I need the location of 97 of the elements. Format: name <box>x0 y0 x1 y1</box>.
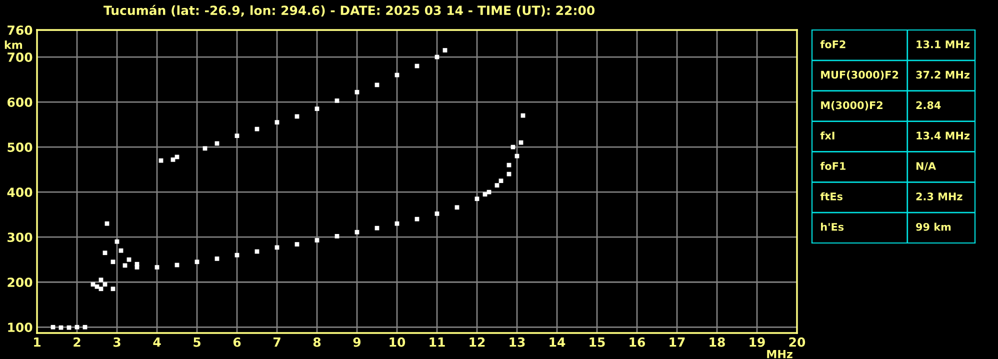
x-tick-label: 2 <box>74 337 80 347</box>
point <box>294 242 300 246</box>
x-tick-label: 15 <box>590 338 605 347</box>
chart-title: Tucumán (lat: -26.9, lon: 294.6) - DATE: 2025 03 14 - TIME (UT): 22:00 <box>104 4 595 17</box>
point <box>274 120 280 124</box>
text: h'Es <box>821 222 844 231</box>
y-tick-label: 760 <box>8 25 32 35</box>
y-tick-label: 500 <box>8 142 32 152</box>
text: ftEs <box>820 192 842 200</box>
text: 13.4 MHz <box>916 132 970 140</box>
text: N/A <box>916 162 936 171</box>
point <box>354 230 360 234</box>
point <box>334 234 340 238</box>
point <box>154 265 160 270</box>
y-axis-title: km <box>4 40 22 49</box>
point <box>494 183 500 188</box>
point <box>374 82 380 88</box>
point <box>104 221 110 226</box>
point <box>126 257 132 262</box>
point <box>474 196 480 202</box>
text: 2.84 <box>916 101 941 110</box>
point <box>442 48 448 52</box>
text: 2.3 MHz <box>916 192 962 200</box>
x-tick-label: 10 <box>390 337 406 347</box>
text: 37.2 MHz <box>916 70 970 79</box>
x-tick-label: 11 <box>430 338 445 347</box>
point <box>90 282 96 287</box>
text: fxI <box>820 131 834 140</box>
point <box>414 216 420 222</box>
x-tick-label: 17 <box>670 338 685 347</box>
point <box>214 256 220 261</box>
point <box>374 226 380 230</box>
x-tick-label: 6 <box>233 337 241 347</box>
x-tick-label: 5 <box>194 338 200 347</box>
text: MUF(3000)F2 <box>821 70 898 80</box>
point <box>102 250 108 256</box>
x-tick-label: 9 <box>353 337 361 347</box>
point <box>98 278 104 282</box>
point <box>334 98 340 103</box>
point <box>486 190 492 194</box>
point <box>314 238 320 242</box>
point <box>170 157 176 162</box>
x-tick-label: 13 <box>510 337 525 347</box>
point <box>506 172 512 176</box>
point <box>98 286 104 292</box>
point <box>234 252 240 258</box>
point <box>82 324 88 330</box>
point <box>110 260 116 264</box>
y-tick-label: 700 <box>8 52 32 62</box>
point <box>514 154 520 158</box>
x-tick-label: 12 <box>470 337 485 347</box>
x-tick-label: 19 <box>750 337 765 347</box>
text: foF1 <box>820 162 846 170</box>
x-tick-label: 1 <box>34 338 40 347</box>
x-tick-label: 8 <box>313 337 321 347</box>
point <box>510 144 516 150</box>
point <box>434 211 440 216</box>
point <box>158 158 164 163</box>
y-tick-label: 300 <box>8 232 32 242</box>
point <box>202 146 208 151</box>
point <box>394 221 400 226</box>
text: M(3000)F2 <box>821 101 882 110</box>
x-tick-label: 20 <box>789 337 806 347</box>
point <box>194 260 200 264</box>
point <box>58 325 64 330</box>
point <box>454 205 460 210</box>
x-axis-title: MHz <box>767 350 792 358</box>
y-tick-label: 600 <box>8 98 32 107</box>
point <box>354 90 360 94</box>
x-tick-label: 14 <box>550 338 566 347</box>
point <box>482 192 488 197</box>
point <box>294 114 300 119</box>
y-tick-label: 100 <box>8 322 32 332</box>
x-tick-label: 18 <box>710 337 725 347</box>
point <box>518 140 524 145</box>
x-tick-label: 7 <box>273 338 280 347</box>
point <box>118 248 124 253</box>
point <box>314 106 320 111</box>
point <box>506 162 512 168</box>
point <box>74 324 80 330</box>
point <box>114 239 120 244</box>
y-tick-label: 400 <box>7 188 32 198</box>
point <box>134 262 140 266</box>
x-tick-label: 3 <box>113 337 120 347</box>
y-tick-label: 200 <box>8 278 32 288</box>
text: foF2 <box>820 40 846 48</box>
point <box>102 282 108 287</box>
point <box>234 134 240 138</box>
x-tick-label: 16 <box>630 337 646 347</box>
text: 13.1 MHz <box>916 40 970 48</box>
x-tick-label: 4 <box>153 338 161 347</box>
point <box>110 286 116 292</box>
point <box>50 324 56 330</box>
point <box>94 284 100 289</box>
point <box>66 325 72 330</box>
text: 99 km <box>916 222 951 231</box>
point <box>498 178 504 184</box>
